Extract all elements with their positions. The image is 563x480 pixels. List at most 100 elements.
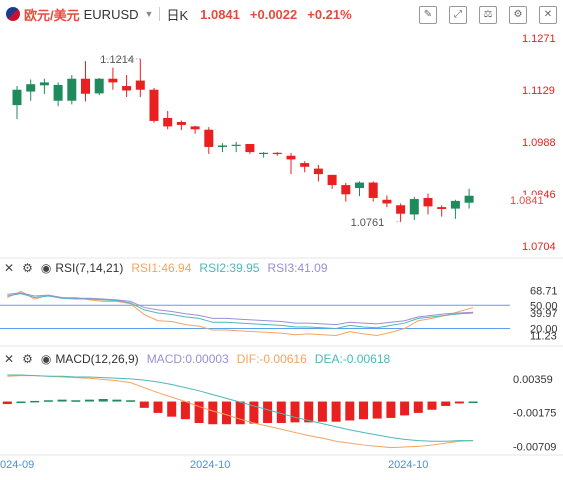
candle-body bbox=[423, 197, 433, 207]
candle-body bbox=[382, 199, 392, 204]
macd-histogram-bar bbox=[317, 401, 327, 422]
candle-body bbox=[464, 195, 474, 203]
macd-histogram-bar bbox=[43, 400, 53, 402]
candle-body bbox=[341, 185, 351, 195]
rsi-title: RSI(7,14,21) bbox=[55, 261, 124, 275]
macd-histogram-bar bbox=[345, 401, 355, 421]
macd-histogram-bar bbox=[331, 401, 341, 422]
macd-histogram-bar bbox=[98, 399, 108, 402]
settings-icon[interactable]: ⚙ bbox=[22, 352, 33, 366]
dea-label: DEA:-0.00618 bbox=[314, 352, 391, 366]
x-axis-label: 2024-10 bbox=[388, 459, 429, 471]
chevron-down-icon: ▼ bbox=[144, 9, 154, 19]
macd-histogram-bar bbox=[235, 401, 245, 425]
high-annotation: 1.1214 bbox=[100, 54, 134, 66]
macd-histogram-bar bbox=[304, 401, 314, 423]
macd-histogram-bar bbox=[2, 401, 12, 405]
macd-histogram-bar bbox=[57, 399, 67, 402]
macd-histogram-bar bbox=[153, 401, 163, 413]
settings-icon[interactable]: ⚙ bbox=[22, 261, 33, 275]
macd-histogram-bar bbox=[441, 401, 451, 406]
indicator-icon[interactable]: ⚖ bbox=[479, 6, 497, 24]
rsi-y-tick-label: 20.00 bbox=[530, 324, 558, 336]
x-axis-label: 024-09 bbox=[0, 459, 35, 471]
candle-body bbox=[67, 78, 77, 101]
y-tick-label: 1.0704 bbox=[522, 241, 556, 253]
candle-body bbox=[259, 152, 269, 155]
candle-body bbox=[355, 182, 364, 189]
candle-body bbox=[327, 174, 337, 186]
macd-histogram-bar bbox=[208, 401, 218, 425]
candle-body bbox=[163, 117, 173, 127]
macd-histogram-bar bbox=[194, 401, 204, 423]
rsi-y-tick-label: 39.97 bbox=[530, 308, 558, 320]
last-price-tag: 1.0841 bbox=[510, 195, 544, 207]
settings-icon[interactable]: ⚙ bbox=[509, 6, 527, 24]
eu-us-flag-icon bbox=[6, 7, 20, 21]
macd-y-tick-label: -0.00709 bbox=[513, 441, 556, 453]
close-icon[interactable]: ✕ bbox=[539, 6, 557, 24]
y-tick-label: 1.1129 bbox=[522, 85, 555, 97]
candle-body bbox=[53, 84, 63, 101]
pair-code: EURUSD bbox=[83, 6, 139, 22]
macd-histogram-bar bbox=[427, 401, 437, 410]
last-price: 1.0841 bbox=[200, 6, 240, 22]
macd-histogram-bar bbox=[276, 401, 286, 423]
eye-icon[interactable]: ◉ bbox=[40, 352, 52, 366]
eye-icon[interactable]: ◉ bbox=[40, 261, 52, 275]
macd-histogram-bar bbox=[167, 401, 177, 417]
macd-histogram-bar bbox=[71, 400, 81, 402]
close-icon[interactable]: ✕ bbox=[4, 352, 15, 366]
rsi-series-line bbox=[7, 292, 474, 326]
candle-body bbox=[122, 86, 132, 91]
rsi-y-tick-label: 68.71 bbox=[530, 286, 558, 298]
fullscreen-icon[interactable]: ⤢ bbox=[449, 6, 467, 24]
candle-body bbox=[396, 205, 406, 214]
macd-histogram-bar bbox=[222, 401, 231, 425]
candle-body bbox=[81, 78, 90, 94]
rsi-y-tick-label: 50.00 bbox=[530, 300, 558, 312]
macd-histogram-bar bbox=[112, 399, 122, 402]
candle-body bbox=[149, 89, 159, 121]
macd-histogram-bar bbox=[249, 401, 259, 424]
candle-body bbox=[204, 129, 214, 147]
pair-name: 欧元/美元 bbox=[24, 7, 80, 23]
timeframe-selector[interactable]: 日K bbox=[166, 7, 189, 23]
macd-histogram-bar bbox=[400, 401, 410, 416]
candle-body bbox=[39, 82, 49, 86]
macd-histogram-bar bbox=[139, 401, 149, 408]
rsi3-label: RSI3:41.09 bbox=[267, 261, 328, 275]
candle-body bbox=[108, 78, 118, 83]
macd-histogram-bar bbox=[30, 400, 40, 403]
candlestick-pane: 1.12711.11291.09881.08461.07041.12141.07… bbox=[12, 33, 556, 253]
macd-histogram-bar bbox=[413, 401, 423, 413]
rsi2-label: RSI2:39.95 bbox=[199, 261, 260, 275]
candle-body bbox=[94, 78, 104, 94]
macd-dea-line bbox=[7, 374, 474, 442]
macd-histogram-bar bbox=[85, 399, 94, 402]
toolbar: ✎ ⤢ ⚖ ⚙ ✕ bbox=[419, 6, 557, 24]
macd-header: ✕ ⚙ ◉ MACD(12,26,9) MACD:0.00003 DIF:-0.… bbox=[0, 350, 390, 368]
macd-histogram-bar bbox=[263, 401, 273, 423]
candle-body bbox=[12, 89, 22, 106]
draw-tool-icon[interactable]: ✎ bbox=[419, 6, 437, 24]
price-change: +0.0022 bbox=[249, 6, 298, 22]
rsi1-label: RSI1:46.94 bbox=[131, 261, 192, 275]
candle-body bbox=[190, 126, 200, 130]
macd-label: MACD:0.00003 bbox=[146, 352, 229, 366]
macd-pane: 0.00359 -0.00175 -0.00709 bbox=[2, 374, 556, 453]
rsi-y-tick-label: 11.23 bbox=[530, 330, 557, 342]
symbol-selector[interactable]: 欧元/美元 EURUSD ▼ bbox=[6, 5, 153, 24]
candle-body bbox=[176, 122, 186, 125]
y-tick-label: 1.1271 bbox=[522, 33, 556, 45]
dif-label: DIF:-0.00616 bbox=[236, 352, 307, 366]
rsi-series-line bbox=[7, 293, 474, 330]
rsi-header: ✕ ⚙ ◉ RSI(7,14,21) RSI1:46.94 RSI2:39.95… bbox=[0, 259, 328, 277]
candle-body bbox=[218, 145, 227, 147]
close-icon[interactable]: ✕ bbox=[4, 261, 15, 275]
candle-body bbox=[231, 144, 241, 146]
divider bbox=[159, 7, 161, 21]
macd-y-tick-label: 0.00359 bbox=[513, 374, 553, 386]
